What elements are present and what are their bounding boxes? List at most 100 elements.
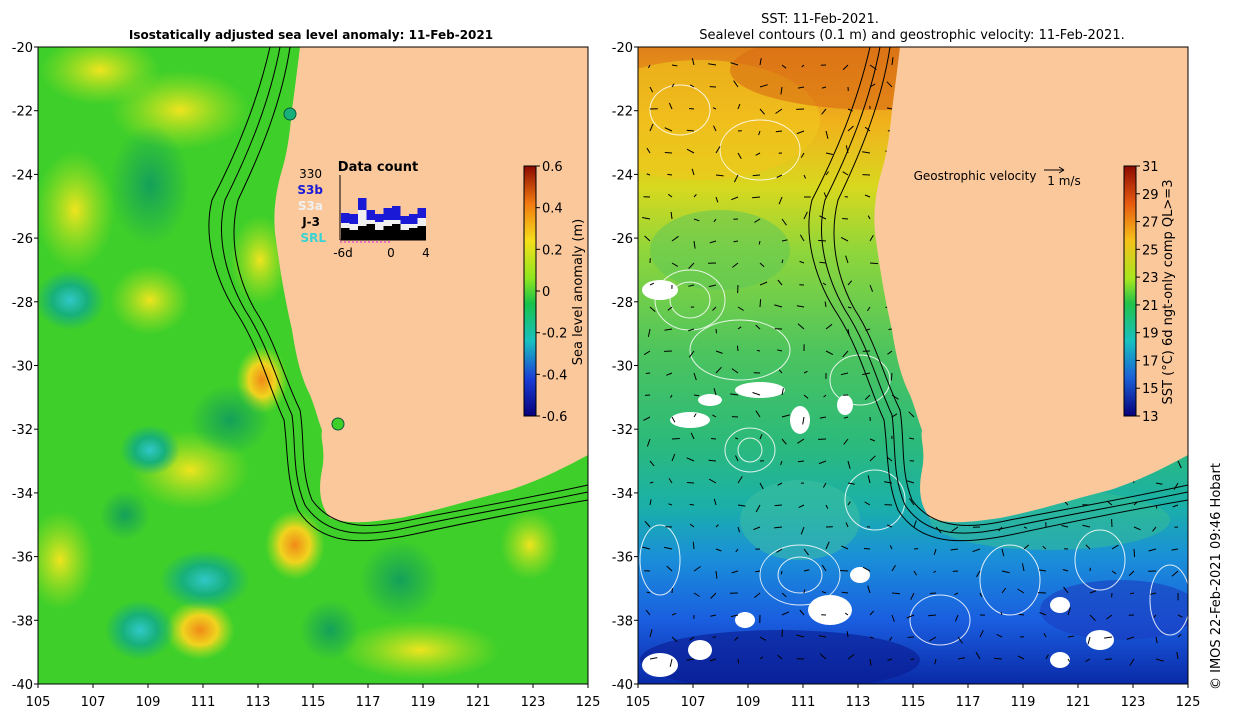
histogram-bar [349,224,358,230]
colorbar-tick-label: 19 [1142,327,1159,342]
velocity-arrow [647,64,651,69]
histogram-bar [400,216,409,224]
velocity-arrow [666,565,673,572]
velocity-arrow [798,504,805,509]
velocity-arrow [710,614,717,617]
velocity-arrow [847,306,852,309]
velocity-arrow [736,345,739,352]
velocity-arrow [1001,587,1007,594]
y-tick-label: -32 [12,423,33,438]
velocity-arrow [1087,636,1091,645]
velocity-arrow [712,107,717,110]
velocity-arrow [737,152,742,160]
velocity-arrow [864,194,871,198]
velocity-arrow [689,84,695,88]
velocity-arrow [709,240,717,244]
velocity-arrow [692,541,695,550]
velocity-arrow [649,629,653,638]
velocity-arrow [1089,590,1097,594]
sla-field [38,47,588,684]
velocity-arrow [847,280,853,286]
sst-map-subtitle: Sealevel contours (0.1 m) and geostrophi… [699,28,1124,43]
velocity-arrow [737,306,744,311]
velocity-arrow [693,592,700,597]
velocity-arrow [910,592,915,600]
velocity-arrow [649,481,654,484]
velocity-arrow [1023,544,1030,550]
velocity-arrow [864,126,871,132]
velocity-arrow [730,614,739,618]
velocity-arrow [843,416,849,419]
velocity-arrow [777,482,783,486]
sla-map-title: Isostatically adjusted sea level anomaly… [129,28,493,42]
velocity-arrow [869,636,874,639]
colorbar-tick-label: 17 [1142,354,1159,369]
velocity-arrow [1106,614,1113,620]
velocity-arrow [732,262,739,268]
data-count-inset: Data count 330 S3b S3a J-3 SRL -6d 0 4 [297,160,429,260]
velocity-arrow [1111,570,1117,575]
velocity-arrow [708,63,717,66]
velocity-arrow [646,438,651,447]
velocity-arrow [846,631,849,638]
x-tick-label: 115 [901,695,926,710]
velocity-arrow [753,526,761,531]
velocity-arrow [755,504,761,513]
colorbar-tick-label: 29 [1142,188,1159,203]
velocity-arrow [950,548,959,551]
histogram-bar [341,228,350,240]
histogram-tick-label: -6d [333,246,353,260]
velocity-arrow [1177,633,1182,638]
velocity-arrow [713,388,717,396]
velocity-arrow [1133,548,1136,558]
velocity-arrow [1039,569,1047,572]
velocity-arrow [1150,592,1157,595]
velocity-arrow [715,196,719,203]
velocity-arrow [847,482,855,485]
velocity-arrow [715,350,723,354]
velocity-arrow [1001,548,1005,557]
y-tick-label: -36 [12,551,33,566]
x-tick-label: 113 [846,695,871,710]
velocity-arrow [957,657,966,660]
velocity-arrow [1111,544,1119,550]
histogram-bar [341,213,350,223]
histogram-bar [375,230,384,240]
velocity-arrow [759,299,762,308]
velocity-arrow [781,218,787,226]
velocity-arrow [1067,658,1071,662]
velocity-arrow [735,455,739,462]
sea-level-contours [639,84,1188,646]
axis-ticks: -20 -22 -24 -26 -28 -30 -32 -34 -36 -38 -40 105 107 1… [12,41,1201,710]
velocity-arrow [733,80,739,88]
velocity-arrow [908,498,915,506]
velocity-arrow [715,570,718,579]
velocity-arrow [847,460,851,469]
velocity-arrow [842,171,849,176]
colorbar-tick-label: 27 [1142,216,1159,231]
velocity-arrow [646,147,651,154]
velocity-arrow [907,480,915,484]
x-tick-label: 119 [411,695,436,710]
velocity-arrow [842,64,849,71]
x-tick-label: 109 [736,695,761,710]
velocity-arrow [710,592,717,599]
x-tick-label: 119 [1011,695,1036,710]
velocity-arrow [649,123,654,132]
source-label-s3b: S3b [297,183,323,197]
y-tick-label: -40 [12,678,33,693]
x-tick-label: 107 [81,695,106,710]
colorbar-tick-label: 15 [1142,382,1159,397]
velocity-arrow [929,636,937,642]
velocity-arrow [715,366,722,374]
velocity-arrow [756,349,761,352]
velocity-arrow [825,152,834,155]
y-tick-label: -22 [612,105,633,120]
x-tick-label: 117 [956,695,981,710]
velocity-arrow [731,570,739,574]
velocity-arrow [671,612,677,616]
histogram-bar [392,224,401,240]
velocity-arrow [776,548,783,553]
velocity-arrow [840,372,849,376]
colorbar-tick-label: 0 [542,285,550,300]
